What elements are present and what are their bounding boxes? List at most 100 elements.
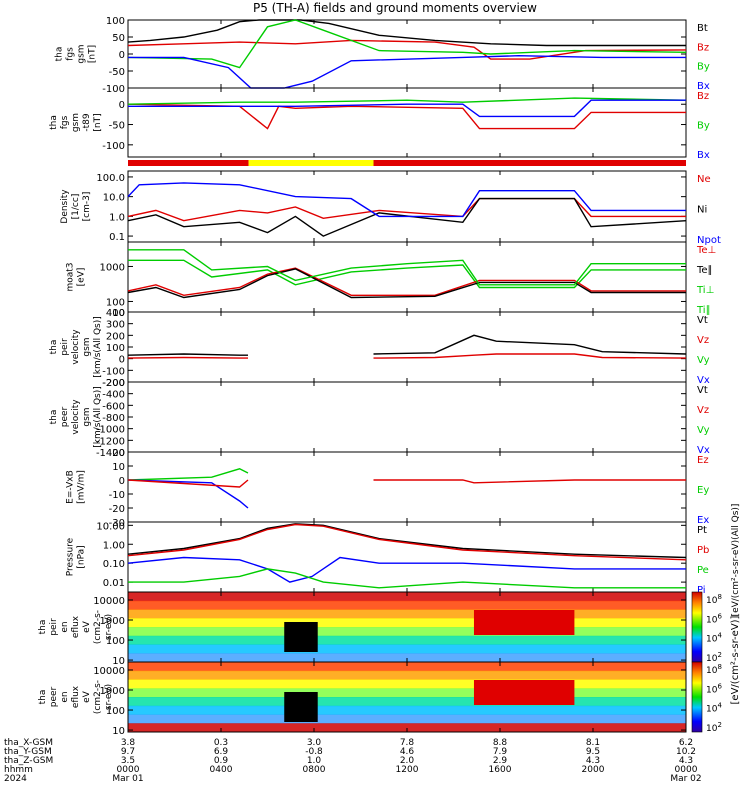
y-tick-label: 100 [106,636,125,647]
panel-frame [127,451,687,523]
spectrogram-band [128,609,686,619]
y-tick-label: 10.00 [96,521,125,532]
series-line [128,54,686,89]
ephemeris-value: 9.7 [121,747,135,757]
colorbar-tick-label: 108 [706,663,722,676]
colorbar-tick-label: 106 [706,612,722,625]
ephemeris-value: 3.8 [121,738,136,748]
y-tick-label: -200 [102,378,125,389]
spectrogram-feature [473,680,575,705]
legend-entry: Bx [697,81,710,92]
colorbar-tick-exponent: 4 [717,632,722,640]
colorbar-tick-label: 108 [706,593,722,606]
series-line [127,267,686,297]
spectrogram-band [128,653,686,663]
series-line [127,19,686,47]
ephemeris-value: 4.3 [679,756,693,766]
y-tick-label: 0 [119,476,125,487]
ephemeris-value: 0000 [675,765,698,775]
colorbar-axis-label: [eV/(cm²-s-sr-eV)(All Qs)] [731,504,741,617]
legend-entry: Pt [697,525,707,536]
legend-entry: Vt [697,385,708,396]
y-tick-label: 400 [106,308,125,319]
colorbar-tick-label: 102 [706,721,722,734]
legend-entry: Ex [697,515,709,526]
panel-ylabel-line: [km/s(All Qs)] [93,316,103,378]
y-tick-label: 100 [106,297,125,308]
x-date-label: Mar 02 [670,774,701,784]
spectrogram-feature [284,622,318,652]
y-tick-label: -1400 [96,448,125,459]
series-line [127,556,686,583]
panel-ylabel-line: Pressure [66,537,76,576]
y-tick-label: -200 [102,378,125,389]
legend-entry: Vx [697,375,710,386]
legend-entry: Vy [697,425,710,436]
ephemeris-value: 2.0 [400,756,415,766]
panel-ylabel-line: (cm2-s- [93,680,103,714]
ephemeris-label: tha_Y-GSM [4,747,52,757]
panel-ylabel-line: moat3 [66,262,76,291]
y-tick-label: 10 [112,308,125,319]
colorbar-tick-label: 104 [706,702,722,715]
legend-entry: Bt [697,23,708,34]
y-tick-label: 0 [119,50,125,61]
spectrogram-band [128,688,686,698]
panel-ylabel-line: (cm2-s- [93,610,103,644]
panel-ylabel-line: fgs [66,47,76,61]
y-tick-label: 100.0 [96,173,125,184]
y-tick-label: -600 [102,401,125,412]
series-line [127,353,248,356]
ephemeris-value: 7.8 [400,738,415,748]
y-tick-label: 100 [106,16,125,27]
region-bar-segment [128,160,249,166]
colorbar-tick-label: 106 [706,682,722,695]
y-tick-label: -100 [102,141,125,152]
year-label: 2024 [4,774,27,784]
colorbar-tick-exponent: 2 [717,721,721,729]
y-tick-label: -800 [102,413,125,424]
panel-ylabel-line: velocity [71,329,81,365]
ephemeris-value: 2.9 [493,756,508,766]
plot-title: P5 (TH-A) fields and ground moments over… [253,1,537,15]
legend-entry: Vz [697,335,709,346]
spectrogram-feature [284,692,318,722]
panel-ylabel-line: peir [60,338,70,356]
panel-ylabel-line: tha [49,340,59,355]
y-tick-label: 20 [112,448,125,459]
panel-ylabel-line: fgs [60,115,70,129]
colorbar-tick-exponent: 6 [717,612,722,620]
colorbar-tick-exponent: 6 [717,682,722,690]
legend-entry: Bz [697,91,709,102]
panel-ylabel-line: peer [49,686,59,707]
spectrogram-band [128,714,686,724]
panel-ylabel-line: gsm [71,113,81,132]
y-tick-label: -50 [109,67,125,78]
colorbar-axis-label: [eV/(cm²-s-sr-eV)] [730,615,741,704]
y-tick-label: 1000 [100,616,125,627]
y-tick-label: 10 [112,726,125,737]
panel-ylabel-line: E=-VxB [66,470,76,504]
series-line [127,197,686,222]
colorbar-tick-exponent: 4 [717,702,722,710]
y-tick-label: -1200 [96,436,125,447]
ephemeris-value: 7.9 [493,747,508,757]
y-tick-label: 10 [112,656,125,667]
series-line [128,99,686,118]
series-line [127,479,249,488]
panel-ylabel-line: peir [49,618,59,636]
y-tick-label: 1000 [100,686,125,697]
ephemeris-value: -0.8 [305,747,323,757]
ephemeris-value: 0000 [117,765,140,775]
colorbar-tick-exponent: 2 [717,651,721,659]
panel-ylabel-line: tha [49,115,59,130]
spectrogram-band [128,635,686,645]
ephemeris-value: 0.3 [214,738,228,748]
y-tick-label: 1000 [100,262,125,273]
ephemeris-value: 1.0 [307,756,322,766]
legend-entry: By [697,62,710,73]
panel-ylabel-line: [km/s(All Qs)] [93,386,103,448]
panel-ylabel-line: tha [38,690,48,705]
y-tick-label: -100 [102,366,125,377]
legend-entry: Ti⊥ [696,285,714,296]
